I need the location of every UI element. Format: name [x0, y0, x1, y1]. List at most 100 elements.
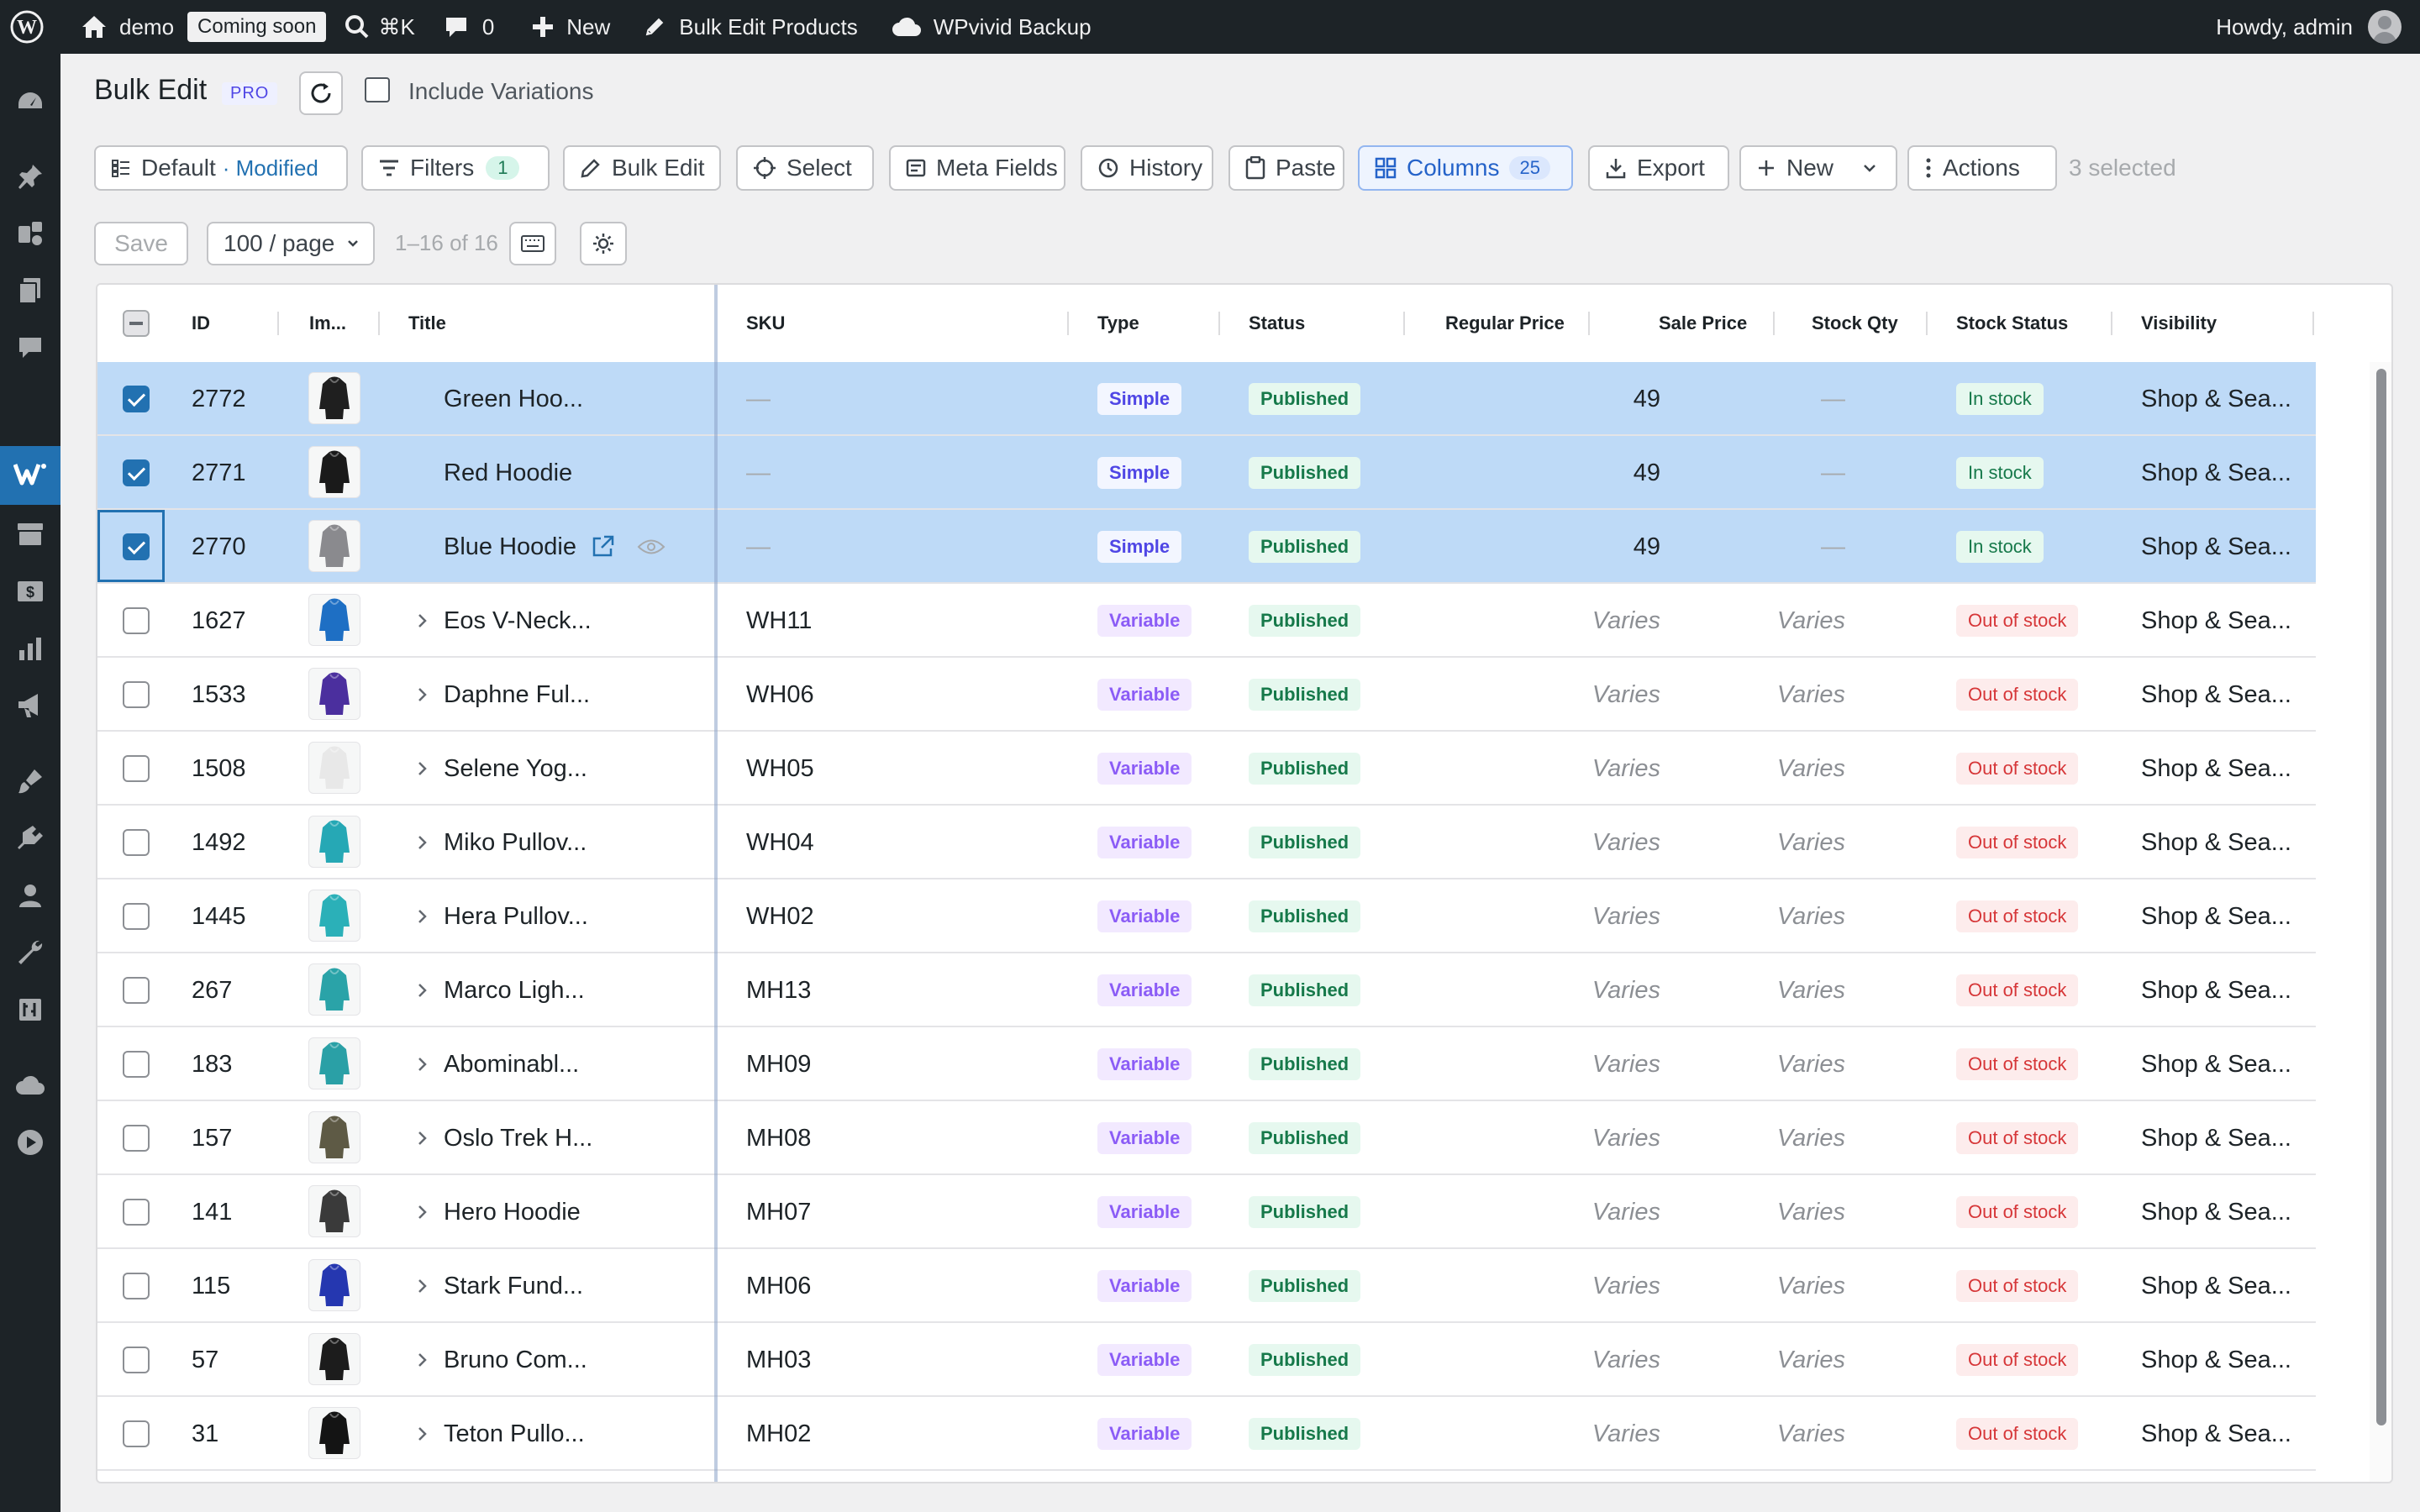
columns-button[interactable]: Columns 25: [1358, 145, 1573, 191]
cell-sale-price[interactable]: Varies: [1776, 976, 1845, 1004]
cell-regular-price[interactable]: 49: [1633, 385, 1660, 412]
row-checkbox[interactable]: [123, 607, 150, 634]
cell-status[interactable]: Published: [1249, 510, 1361, 584]
settings-icon[interactable]: [13, 993, 47, 1026]
cell-visibility[interactable]: Shop & Sea...: [2141, 533, 2291, 560]
cell-stock-status[interactable]: Out of stock: [1956, 806, 2079, 879]
table-row[interactable]: 115 Stark Fund... MH06 Variable Published Var…: [97, 1249, 2316, 1323]
cell-sku[interactable]: WH06: [746, 680, 814, 708]
cell-regular-price[interactable]: Varies: [1591, 1346, 1660, 1373]
bulk-edit-products-link[interactable]: Bulk Edit Products: [622, 0, 869, 54]
payments-icon[interactable]: $: [13, 575, 47, 608]
keyboard-shortcuts-button[interactable]: [509, 222, 556, 265]
cell-type[interactable]: Variable: [1097, 1249, 1192, 1323]
cell-status[interactable]: Published: [1249, 1101, 1361, 1175]
cell-regular-price[interactable]: Varies: [1591, 828, 1660, 856]
expand-variations-chevron-icon[interactable]: [415, 584, 430, 658]
table-row[interactable]: 1508 Selene Yog... WH05 Variable Published Va…: [97, 732, 2316, 806]
preview-eye-icon[interactable]: [637, 510, 666, 584]
cell-regular-price[interactable]: 49: [1633, 533, 1660, 560]
product-thumbnail[interactable]: [308, 1111, 360, 1163]
cell-sale-price[interactable]: —: [1821, 459, 1845, 486]
cell-visibility[interactable]: Shop & Sea...: [2141, 680, 2291, 708]
cell-type[interactable]: Simple: [1097, 362, 1182, 436]
cell-stock-status[interactable]: Out of stock: [1956, 953, 2079, 1027]
row-checkbox[interactable]: [123, 1420, 150, 1447]
cell-id[interactable]: 2770: [192, 533, 246, 560]
cell-sale-price[interactable]: Varies: [1776, 902, 1845, 930]
view-preset-button[interactable]: Default · Modified: [94, 145, 348, 191]
cell-id[interactable]: 2771: [192, 459, 246, 486]
cell-type[interactable]: Variable: [1097, 953, 1192, 1027]
cell-sku[interactable]: WH02: [746, 902, 814, 930]
product-thumbnail[interactable]: [308, 742, 360, 794]
select-all-checkbox[interactable]: [123, 310, 150, 337]
cell-id[interactable]: 157: [192, 1124, 233, 1152]
cell-visibility[interactable]: Shop & Sea...: [2141, 1272, 2291, 1299]
cell-sale-price[interactable]: Varies: [1776, 1272, 1845, 1299]
cell-visibility[interactable]: Shop & Sea...: [2141, 459, 2291, 486]
cell-title[interactable]: Teton Pullo...: [444, 1420, 585, 1447]
products-icon[interactable]: [13, 517, 47, 551]
cell-id[interactable]: 115: [192, 1272, 231, 1299]
row-checkbox[interactable]: [123, 755, 150, 782]
wpvivid-backup-link[interactable]: WPvivid Backup: [870, 0, 1103, 54]
cell-title[interactable]: Stark Fund...: [444, 1272, 584, 1299]
refresh-button[interactable]: [299, 71, 343, 115]
meta-fields-button[interactable]: Meta Fields: [889, 145, 1065, 191]
table-row[interactable]: 157 Oslo Trek H... MH08 Variable Published Va…: [97, 1101, 2316, 1175]
cell-sku[interactable]: —: [746, 385, 771, 412]
cell-sale-price[interactable]: Varies: [1776, 606, 1845, 634]
cell-regular-price[interactable]: Varies: [1591, 1050, 1660, 1078]
cell-visibility[interactable]: Shop & Sea...: [2141, 976, 2291, 1004]
cell-regular-price[interactable]: Varies: [1591, 976, 1660, 1004]
cell-title[interactable]: Marco Ligh...: [444, 976, 585, 1004]
row-checkbox[interactable]: [123, 533, 150, 560]
table-row[interactable]: 1627 Eos V-Neck... WH11 Variable Published Va…: [97, 584, 2316, 658]
product-thumbnail[interactable]: [308, 1259, 360, 1311]
column-header-stock-qty[interactable]: Stock Qty: [1812, 312, 1898, 333]
table-row[interactable]: 267 Marco Ligh... MH13 Variable Published Var…: [97, 953, 2316, 1027]
pin-icon[interactable]: [13, 160, 47, 193]
cell-sale-price[interactable]: Varies: [1776, 828, 1845, 856]
cell-stock-status[interactable]: Out of stock: [1956, 1027, 2079, 1101]
cell-regular-price[interactable]: Varies: [1591, 606, 1660, 634]
cell-sku[interactable]: MH03: [746, 1346, 812, 1373]
cell-title[interactable]: Eos V-Neck...: [444, 606, 592, 634]
expand-variations-chevron-icon[interactable]: [415, 806, 430, 879]
row-checkbox[interactable]: [123, 829, 150, 856]
export-button[interactable]: Export: [1588, 145, 1729, 191]
column-header-sale-price[interactable]: Sale Price: [1659, 312, 1748, 333]
cell-stock-status[interactable]: In stock: [1956, 510, 2044, 584]
table-row[interactable]: 1533 Daphne Ful... WH06 Variable Published Va…: [97, 658, 2316, 732]
product-thumbnail[interactable]: [308, 594, 360, 646]
cell-stock-status[interactable]: Out of stock: [1956, 1249, 2079, 1323]
dashboard-icon[interactable]: [13, 86, 47, 119]
product-thumbnail[interactable]: [308, 1333, 360, 1385]
cell-sku[interactable]: WH04: [746, 828, 814, 856]
product-thumbnail[interactable]: [308, 1407, 360, 1459]
column-header-sku[interactable]: SKU: [746, 312, 786, 333]
site-name-link[interactable]: demo Coming soon: [55, 0, 338, 54]
cell-id[interactable]: 57: [192, 1346, 219, 1373]
cell-title[interactable]: Oslo Trek H...: [444, 1124, 593, 1152]
cell-title[interactable]: Miko Pullov...: [444, 828, 587, 856]
cell-status[interactable]: Published: [1249, 362, 1361, 436]
cell-title[interactable]: Red Hoodie: [444, 459, 573, 486]
cell-status[interactable]: Published: [1249, 658, 1361, 732]
cell-sku[interactable]: —: [746, 533, 771, 560]
row-checkbox[interactable]: [123, 681, 150, 708]
cell-visibility[interactable]: Shop & Sea...: [2141, 385, 2291, 412]
cell-sale-price[interactable]: Varies: [1776, 1124, 1845, 1152]
new-product-button[interactable]: New: [1739, 145, 1897, 191]
cell-title[interactable]: Hera Pullov...: [444, 902, 588, 930]
cell-type[interactable]: Simple: [1097, 510, 1182, 584]
comments-icon[interactable]: [13, 331, 47, 365]
row-checkbox[interactable]: [123, 1273, 150, 1299]
cell-type[interactable]: Variable: [1097, 1027, 1192, 1101]
cell-regular-price[interactable]: Varies: [1591, 1272, 1660, 1299]
cell-stock-status[interactable]: Out of stock: [1956, 1101, 2079, 1175]
column-header-type[interactable]: Type: [1097, 312, 1139, 333]
my-account[interactable]: Howdy, admin: [2216, 10, 2420, 44]
